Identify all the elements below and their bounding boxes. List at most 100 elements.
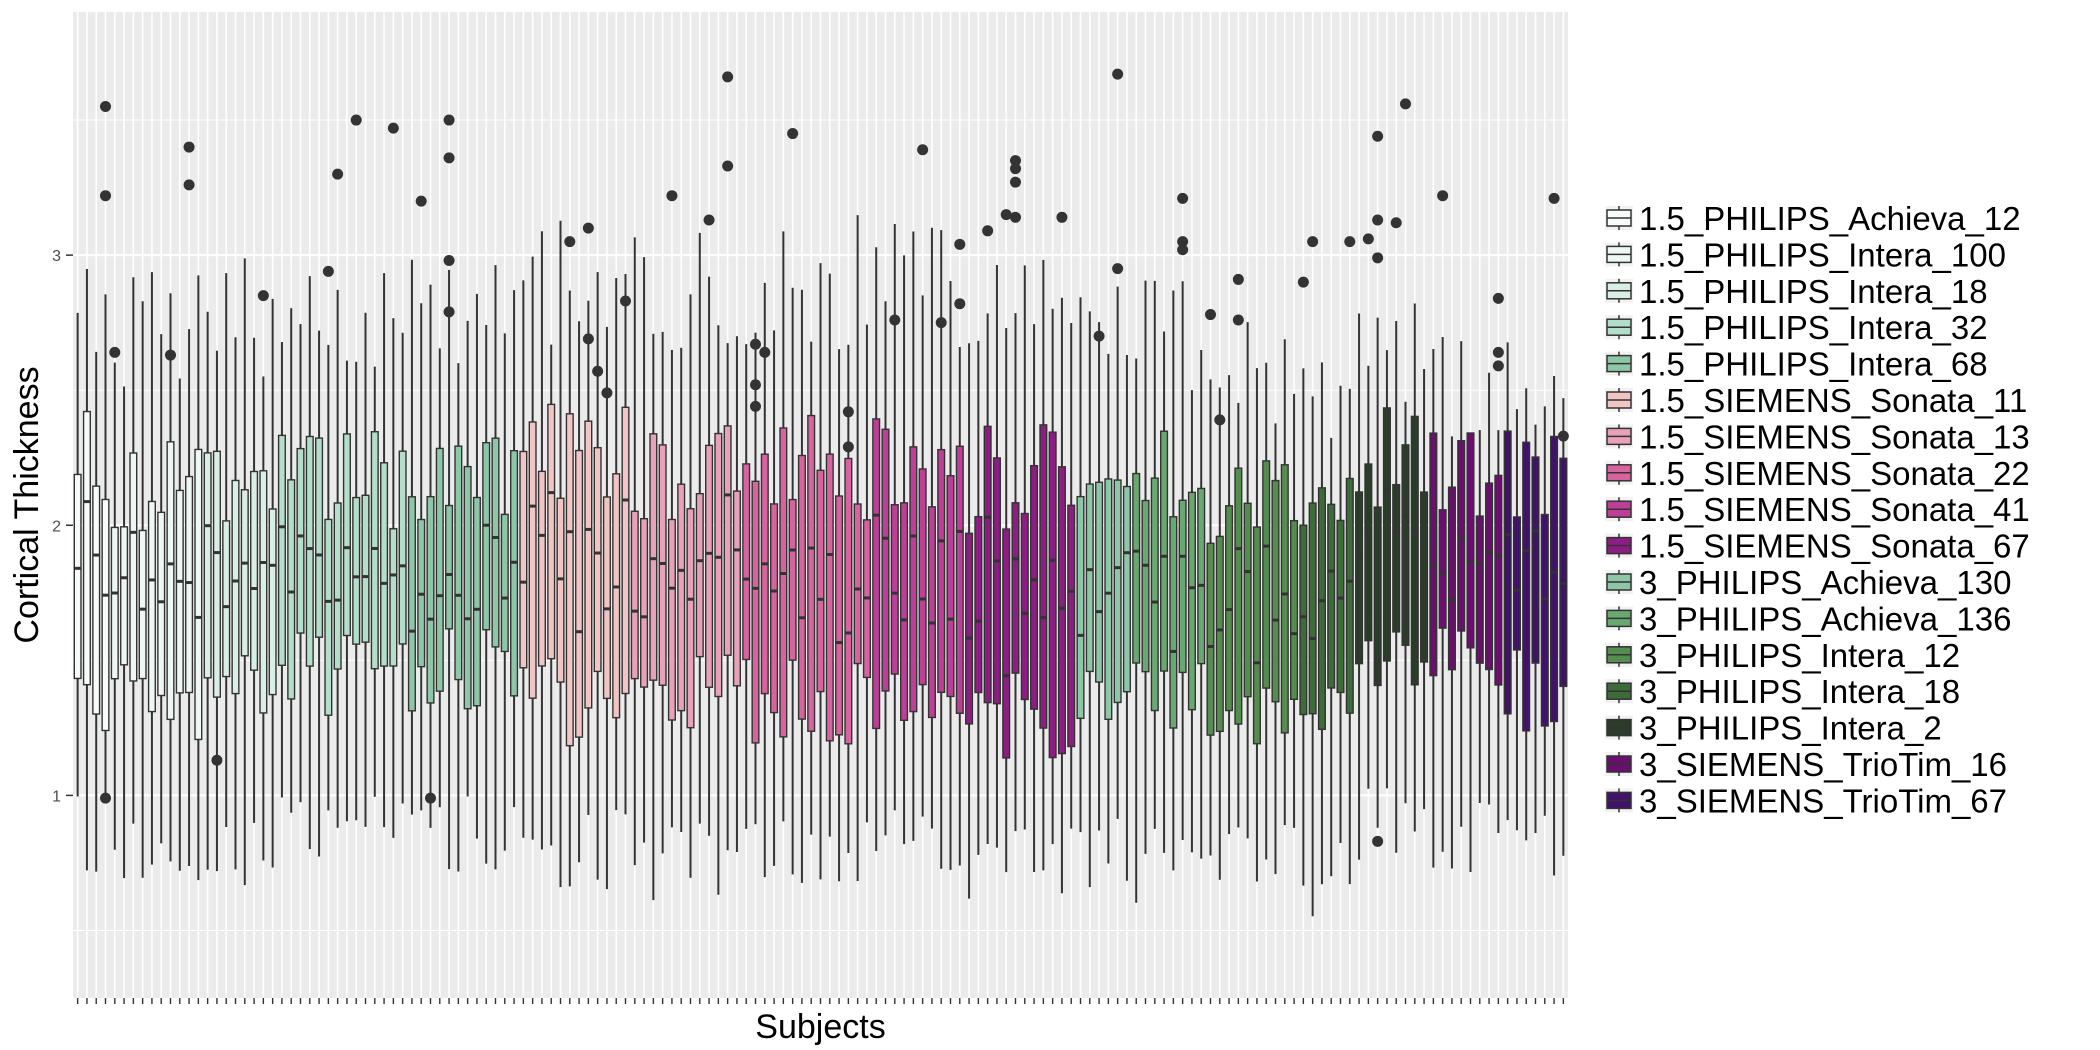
y-tick-label: 2 <box>52 518 61 535</box>
outlier-point <box>592 365 604 377</box>
outlier-point <box>100 101 111 113</box>
outlier-point <box>100 792 111 804</box>
box <box>166 441 175 721</box>
box <box>760 453 769 695</box>
outlier-point <box>1372 214 1384 226</box>
box <box>1420 491 1429 663</box>
box <box>602 496 611 700</box>
outlier-point <box>1112 263 1124 275</box>
legend-label: 1.5_PHILIPS_Intera_100 <box>1639 236 2006 273</box>
outlier-point <box>443 152 455 164</box>
box <box>612 473 621 719</box>
box <box>751 480 760 744</box>
box <box>788 498 797 661</box>
box <box>175 489 184 694</box>
x-axis-title: Subjects <box>755 1008 885 1046</box>
box <box>797 454 806 720</box>
box <box>965 532 974 725</box>
outlier-point <box>443 306 455 318</box>
box <box>138 529 147 680</box>
outlier-point <box>1093 330 1105 342</box>
outlier-point <box>564 236 576 248</box>
legend-label: 1.5_SIEMENS_Sonata_41 <box>1639 491 2030 528</box>
legend: 1.5_PHILIPS_Achieva_121.5_PHILIPS_Intera… <box>1605 200 2030 819</box>
box <box>92 485 101 715</box>
box <box>510 450 519 697</box>
box <box>342 433 351 637</box>
legend-item: 1.5_PHILIPS_Achieva_12 <box>1605 200 2021 237</box>
box <box>380 462 389 667</box>
box <box>547 403 556 660</box>
box <box>732 490 741 687</box>
box <box>500 513 509 653</box>
outlier-point <box>1437 190 1449 202</box>
box <box>1076 495 1085 720</box>
box <box>621 406 630 695</box>
box <box>250 470 259 671</box>
box <box>575 449 584 738</box>
outlier-point <box>666 190 678 202</box>
box <box>640 518 649 688</box>
box <box>1429 432 1438 677</box>
outlier-point <box>1177 236 1189 248</box>
legend-label: 1.5_PHILIPS_Achieva_12 <box>1639 200 2021 237</box>
legend-item: 1.5_SIEMENS_Sonata_11 <box>1605 382 2027 419</box>
box <box>1290 519 1299 701</box>
legend-label: 3_PHILIPS_Intera_12 <box>1639 637 1960 674</box>
outlier-point <box>443 255 455 267</box>
box <box>361 494 370 643</box>
outlier-point <box>1372 835 1384 847</box>
box <box>1299 524 1308 716</box>
y-axis-title: Cortical Thickness <box>8 366 46 643</box>
outlier-point <box>257 290 269 302</box>
outlier-point <box>1492 360 1504 372</box>
outlier-point <box>722 71 734 83</box>
outlier-point <box>443 114 455 126</box>
box <box>333 502 342 670</box>
box <box>946 475 955 698</box>
outlier-point <box>1372 252 1384 264</box>
y-tick-label: 3 <box>52 248 61 265</box>
box <box>974 515 983 694</box>
legend-label: 3_SIEMENS_TrioTim_16 <box>1639 746 2007 783</box>
box <box>203 452 212 679</box>
outlier-point <box>1214 414 1226 426</box>
box <box>1336 519 1345 694</box>
box <box>82 410 91 686</box>
box <box>398 450 407 645</box>
box <box>909 446 918 713</box>
box <box>1382 407 1391 662</box>
box <box>714 432 723 698</box>
box <box>287 479 296 700</box>
box <box>1559 457 1568 688</box>
outlier-point <box>183 141 195 153</box>
outlier-point <box>1232 273 1244 285</box>
box <box>1234 467 1243 725</box>
box <box>584 420 593 709</box>
legend-item: 1.5_SIEMENS_Sonata_67 <box>1605 528 2030 565</box>
box <box>1438 509 1447 629</box>
outlier-point <box>1112 68 1124 80</box>
legend-item: 1.5_SIEMENS_Sonata_22 <box>1605 455 2030 492</box>
box <box>983 425 992 704</box>
box <box>630 510 639 680</box>
outlier-point <box>750 400 761 412</box>
legend-label: 1.5_SIEMENS_Sonata_11 <box>1639 382 2027 419</box>
outlier-point <box>1557 430 1569 442</box>
box <box>649 433 658 681</box>
outlier-point <box>100 190 111 202</box>
box <box>1085 483 1094 673</box>
box <box>658 444 667 686</box>
box <box>1401 444 1410 646</box>
box <box>1206 542 1215 736</box>
box <box>1410 415 1419 686</box>
y-tick-label: 1 <box>52 788 61 805</box>
box <box>147 500 156 713</box>
outlier-point <box>750 379 761 391</box>
box <box>918 468 927 686</box>
outlier-point <box>183 179 195 191</box>
legend-item: 1.5_SIEMENS_Sonata_13 <box>1605 418 2030 455</box>
outlier-point <box>211 754 223 766</box>
legend-item: 1.5_PHILIPS_Intera_18 <box>1605 273 1988 310</box>
box <box>463 465 472 710</box>
